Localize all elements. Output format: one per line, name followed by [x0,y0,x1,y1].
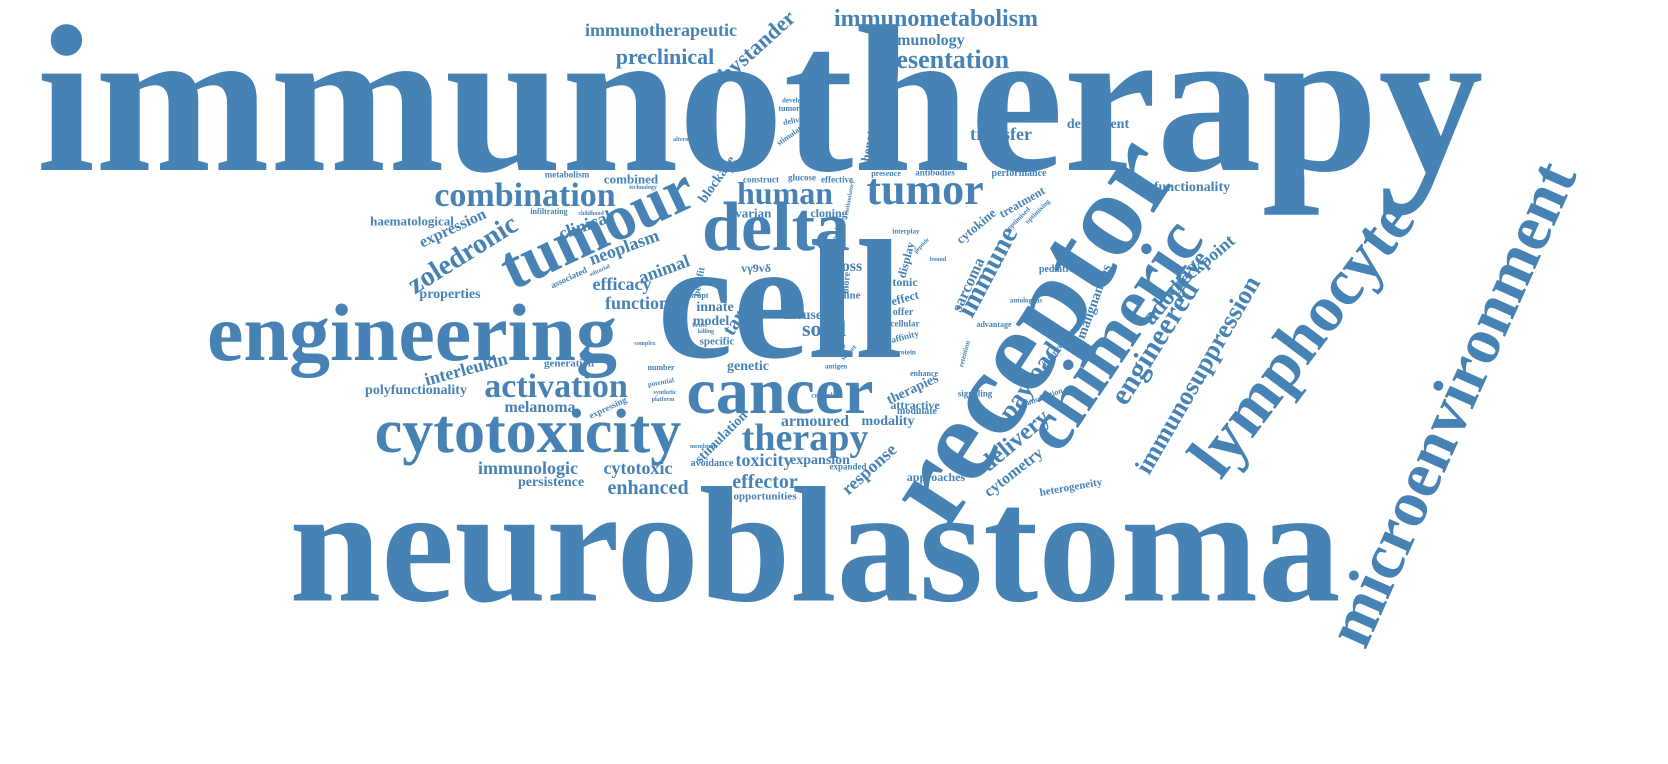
word-cloning: cloning [810,207,847,219]
word-number: number [647,364,674,372]
word-effector: effector [732,472,798,492]
word-function: function [605,294,669,312]
word-metabolism: metabolism [545,171,590,180]
word-tonic: tonic [892,276,917,288]
word-alternative: alternative [673,137,701,143]
word-pediatric: pediatric [1039,265,1077,275]
word-enhanced: enhanced [607,478,688,498]
word-combined: combined [604,173,658,186]
word-offer: offer [893,308,914,318]
word-approaches: approaches [907,471,965,483]
word-glucose: glucose [788,174,816,183]
word-advantage: advantage [976,321,1011,329]
word-childhood: childhood [578,211,603,217]
word-modulate: modulate [897,407,937,417]
word-generation: generation [544,359,594,370]
word-armoured: armoured [781,414,849,430]
word-presence: presence [871,170,901,178]
word-ovarian: ovarian [729,207,772,220]
word-platform: platform [652,397,675,403]
word-mouse: mouse [784,309,822,323]
word-immunology: immunology [879,33,964,49]
word-protein: protein [894,350,916,357]
word-effective: effective [821,176,853,185]
word-persistence: persistence [518,476,584,490]
word-killing: killing [698,329,714,335]
word-functionality: functionality [1154,181,1230,195]
word-complex: complex [634,341,655,347]
word-technology: technology [629,185,657,191]
word-development: development [782,98,820,105]
word-combination: combination [434,179,615,213]
word-v-9v-: vγ9vδ [741,262,771,274]
word-immunotherapeutic: immunotherapeutic [585,21,737,39]
word-disrupt: disrupt [684,292,709,300]
word-neuroblastoma: neuroblastoma [289,463,1340,628]
word-expanded: expanded [829,463,866,472]
word-innate: innate [696,301,733,315]
word-signaling: signaling [958,390,993,399]
word-cellular: cellular [891,320,920,329]
word-transfer: transfer [970,125,1032,143]
word-dependent: dependent [1067,118,1129,132]
word-construct: construct [743,176,779,185]
word-specific: specific [700,337,735,348]
word-synthetic: synthetic [654,390,677,396]
word-bound: bound [930,257,946,263]
word-efficacy: efficacy [593,275,652,293]
word-preclinical: preclinical [616,46,715,68]
word-performance: performance [992,169,1047,179]
word-antibodies: antibodies [915,169,955,178]
word-peptide: peptide [913,237,931,255]
word-polyfunctionality: polyfunctionality [365,384,467,398]
word-infiltrating: infiltrating [530,208,567,216]
word-cytotoxic: cytotoxic [604,459,673,477]
word-haematological: haematological [370,215,454,228]
word-antigen: antigen [825,364,847,371]
word-modality: modality [862,415,915,429]
word-avoidance: avoidance [691,459,734,469]
word-interplay: interplay [892,229,919,236]
word-context: context [827,344,846,350]
word-membrane: membrane [690,444,718,450]
word-properties: properties [419,288,480,302]
word-presentation: presentation [871,47,1009,73]
word-control: control [811,393,832,400]
word-more: more [841,272,853,295]
word-autologous: autologous [1010,298,1042,305]
word-immunometabolism: immunometabolism [834,7,1038,31]
word-toxicity: toxicity [736,451,793,469]
word-melanoma: melanoma [504,400,575,416]
word-genetic: genetic [727,360,769,374]
word-type: type [829,276,840,282]
word-opportunities: opportunities [734,492,797,503]
word-enhance: enhance [910,370,938,378]
word-better: better [692,323,707,329]
